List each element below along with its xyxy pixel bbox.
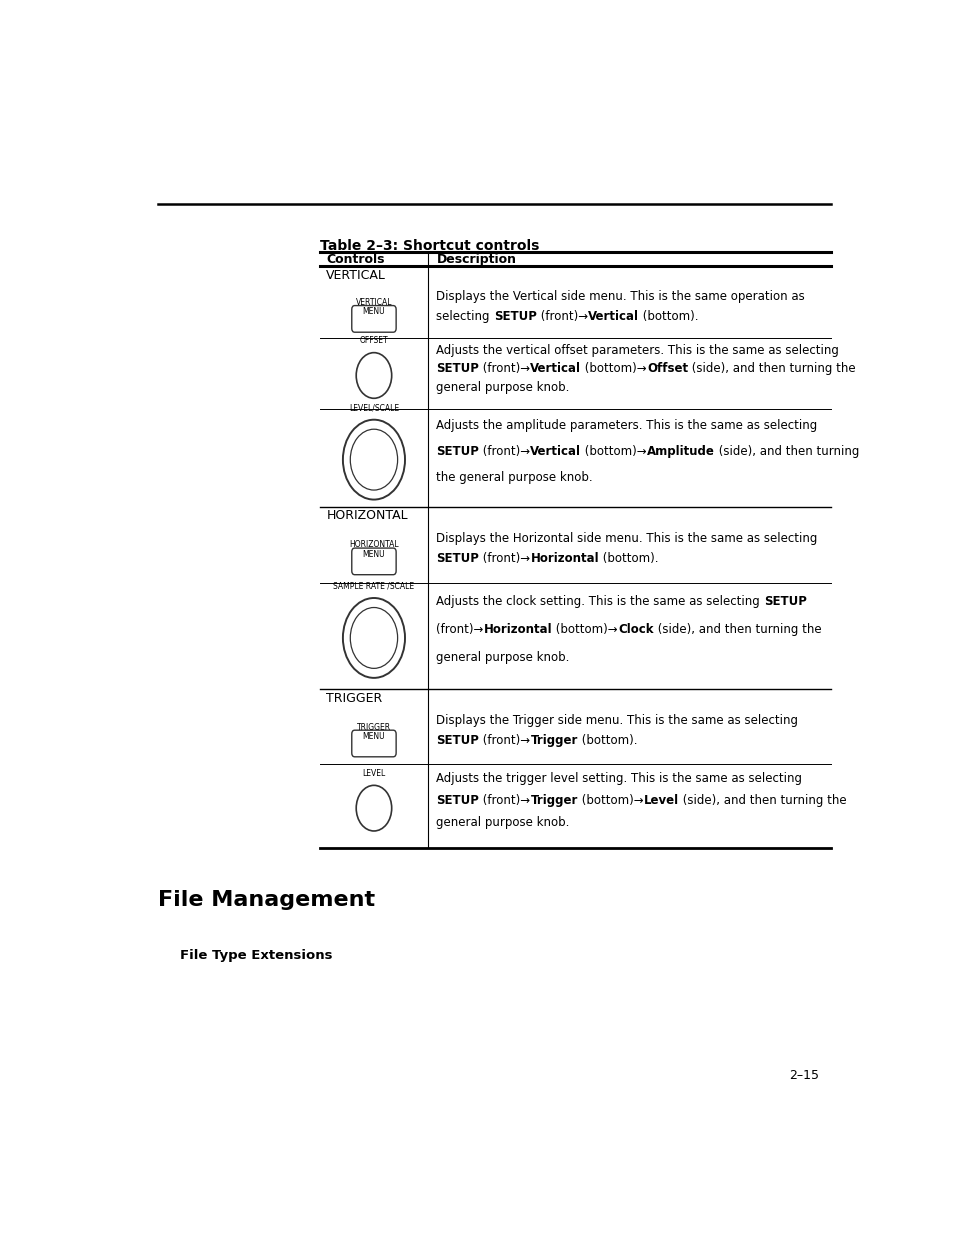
Text: (side), and then turning the: (side), and then turning the	[687, 362, 855, 375]
Circle shape	[350, 608, 397, 668]
Text: (bottom).: (bottom).	[638, 310, 698, 322]
Text: (side), and then turning: (side), and then turning	[714, 445, 859, 458]
Text: Trigger: Trigger	[530, 794, 578, 808]
Text: Trigger: Trigger	[530, 735, 578, 747]
Text: Level: Level	[642, 794, 678, 808]
FancyBboxPatch shape	[352, 730, 395, 757]
Text: OFFSET: OFFSET	[359, 336, 388, 345]
Text: (bottom).: (bottom).	[578, 735, 637, 747]
Text: (side), and then turning the: (side), and then turning the	[653, 622, 821, 636]
Text: (bottom)→: (bottom)→	[580, 445, 646, 458]
Text: SETUP: SETUP	[493, 310, 536, 322]
Text: Table 2–3: Shortcut controls: Table 2–3: Shortcut controls	[320, 240, 539, 253]
Text: VERTICAL: VERTICAL	[355, 298, 392, 308]
Text: general purpose knob.: general purpose knob.	[436, 816, 569, 829]
Text: SAMPLE RATE /SCALE: SAMPLE RATE /SCALE	[333, 582, 415, 590]
Text: (side), and then turning the: (side), and then turning the	[678, 794, 845, 808]
Text: Displays the Vertical side menu. This is the same operation as: Displays the Vertical side menu. This is…	[436, 290, 804, 304]
Text: (front)→: (front)→	[478, 552, 530, 566]
Text: SETUP: SETUP	[436, 735, 478, 747]
Text: Displays the Trigger side menu. This is the same as selecting: Displays the Trigger side menu. This is …	[436, 714, 798, 727]
Text: (front)→: (front)→	[436, 622, 483, 636]
Text: Vertical: Vertical	[530, 445, 580, 458]
FancyBboxPatch shape	[352, 548, 395, 574]
Text: (bottom)→: (bottom)→	[578, 794, 642, 808]
Text: SETUP: SETUP	[763, 594, 806, 608]
Circle shape	[355, 785, 392, 831]
Text: LEVEL/SCALE: LEVEL/SCALE	[349, 403, 398, 412]
Text: (bottom)→: (bottom)→	[552, 622, 618, 636]
Text: (bottom).: (bottom).	[598, 552, 658, 566]
Text: Vertical: Vertical	[530, 362, 580, 375]
FancyBboxPatch shape	[352, 305, 395, 332]
Text: Adjusts the amplitude parameters. This is the same as selecting: Adjusts the amplitude parameters. This i…	[436, 419, 817, 432]
Circle shape	[342, 420, 405, 500]
Text: Displays the Horizontal side menu. This is the same as selecting: Displays the Horizontal side menu. This …	[436, 532, 817, 545]
Text: Vertical: Vertical	[587, 310, 638, 322]
Text: Description: Description	[436, 253, 516, 266]
Text: TRIGGER: TRIGGER	[326, 692, 382, 705]
Text: SETUP: SETUP	[436, 445, 478, 458]
Text: (front)→: (front)→	[478, 362, 530, 375]
Text: Controls: Controls	[326, 253, 384, 266]
Text: general purpose knob.: general purpose knob.	[436, 651, 569, 663]
Text: Offset: Offset	[646, 362, 687, 375]
Text: (front)→: (front)→	[478, 794, 530, 808]
Text: SETUP: SETUP	[436, 794, 478, 808]
Text: File Type Extensions: File Type Extensions	[180, 948, 332, 962]
Text: SETUP: SETUP	[436, 552, 478, 566]
Text: LEVEL: LEVEL	[362, 768, 385, 778]
Text: VERTICAL: VERTICAL	[326, 269, 386, 282]
Circle shape	[355, 353, 392, 399]
Text: (bottom)→: (bottom)→	[580, 362, 646, 375]
Text: Horizontal: Horizontal	[483, 622, 552, 636]
Text: SETUP: SETUP	[436, 362, 478, 375]
Text: the general purpose knob.: the general purpose knob.	[436, 471, 593, 484]
Text: MENU: MENU	[362, 732, 385, 741]
Text: 2–15: 2–15	[788, 1070, 818, 1082]
Circle shape	[342, 598, 405, 678]
Text: (front)→: (front)→	[536, 310, 587, 322]
Text: Amplitude: Amplitude	[646, 445, 714, 458]
Text: File Management: File Management	[157, 890, 375, 910]
Text: HORIZONTAL: HORIZONTAL	[326, 509, 408, 522]
Text: Adjusts the clock setting. This is the same as selecting: Adjusts the clock setting. This is the s…	[436, 594, 763, 608]
Text: Adjusts the vertical offset parameters. This is the same as selecting: Adjusts the vertical offset parameters. …	[436, 343, 839, 357]
Text: general purpose knob.: general purpose knob.	[436, 380, 569, 394]
Text: Horizontal: Horizontal	[530, 552, 598, 566]
Text: (front)→: (front)→	[478, 735, 530, 747]
Text: MENU: MENU	[362, 550, 385, 559]
Text: TRIGGER: TRIGGER	[356, 722, 391, 731]
Text: Clock: Clock	[618, 622, 653, 636]
Text: HORIZONTAL: HORIZONTAL	[349, 541, 398, 550]
Text: (front)→: (front)→	[478, 445, 530, 458]
Text: MENU: MENU	[362, 308, 385, 316]
Text: Adjusts the trigger level setting. This is the same as selecting: Adjusts the trigger level setting. This …	[436, 772, 801, 785]
Circle shape	[350, 430, 397, 490]
Text: selecting: selecting	[436, 310, 493, 322]
